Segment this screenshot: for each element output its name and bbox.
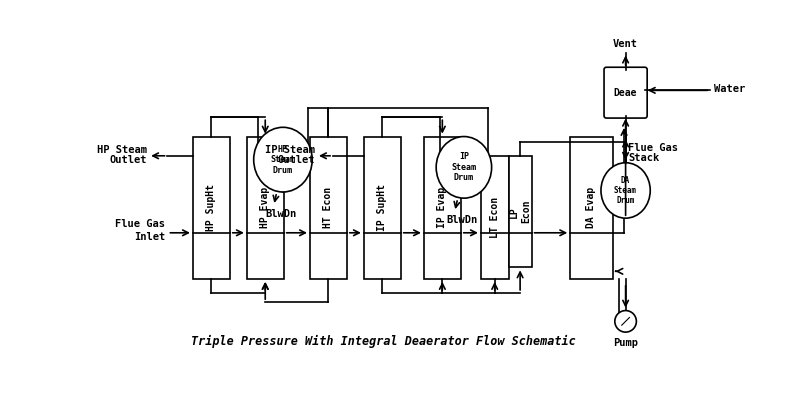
Bar [364, 136, 401, 279]
Bar [246, 136, 284, 279]
Text: Vent: Vent [613, 39, 638, 49]
Text: HP SupHt: HP SupHt [206, 184, 216, 231]
Text: BlwDn: BlwDn [266, 209, 297, 219]
Bar [570, 136, 613, 279]
Text: IP SupHt: IP SupHt [378, 184, 387, 231]
Text: HT Econ: HT Econ [323, 187, 334, 228]
Bar [509, 156, 532, 268]
Text: IP Steam: IP Steam [265, 145, 314, 155]
Text: LP
Econ: LP Econ [510, 200, 531, 223]
Bar [193, 136, 230, 279]
Text: DA
Steam
Drum: DA Steam Drum [614, 176, 637, 205]
Text: Flue Gas: Flue Gas [628, 143, 678, 153]
Text: HP
Steam
Drum: HP Steam Drum [270, 145, 295, 174]
Bar [310, 136, 347, 279]
Circle shape [615, 310, 636, 332]
Text: BlwDn: BlwDn [446, 215, 478, 225]
Text: HP Steam: HP Steam [97, 145, 146, 155]
Ellipse shape [254, 127, 312, 192]
Text: IP Evap: IP Evap [438, 187, 447, 228]
Text: HP Evap: HP Evap [260, 187, 270, 228]
Text: Pump: Pump [613, 338, 638, 348]
Text: Stack: Stack [628, 153, 659, 163]
Text: Outlet: Outlet [277, 156, 314, 166]
Text: Outlet: Outlet [109, 156, 146, 166]
Text: IP
Steam
Drum: IP Steam Drum [451, 152, 477, 182]
FancyBboxPatch shape [604, 67, 647, 118]
Text: DA Evap: DA Evap [586, 187, 596, 228]
Text: Inlet: Inlet [134, 232, 165, 242]
Bar [481, 156, 509, 279]
Text: Flue Gas: Flue Gas [115, 218, 165, 228]
Bar [424, 136, 461, 279]
Text: Triple Pressure With Integral Deaerator Flow Schematic: Triple Pressure With Integral Deaerator … [190, 335, 575, 348]
Ellipse shape [436, 136, 492, 198]
Text: Deae: Deae [614, 88, 638, 98]
Ellipse shape [601, 163, 650, 218]
Text: LT Econ: LT Econ [490, 197, 500, 238]
Text: Water: Water [714, 84, 746, 94]
